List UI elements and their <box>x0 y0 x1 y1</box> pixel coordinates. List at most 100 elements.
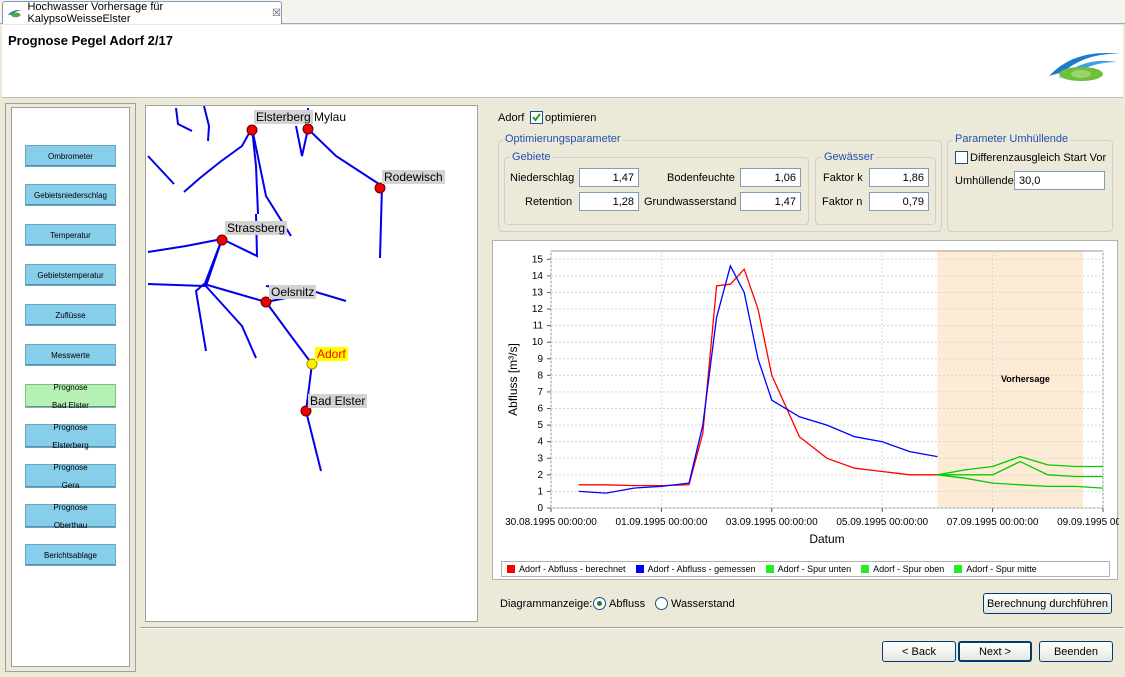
legend-item-4: Adorf - Spur mitte <box>954 564 1037 574</box>
retention-field[interactable] <box>579 192 639 211</box>
calculate-button[interactable]: Berechnung durchführen <box>983 593 1112 614</box>
forecast-label: Vorhersage <box>1001 374 1050 384</box>
faktor-n-field[interactable] <box>869 192 929 211</box>
y-tick-label: 9 <box>537 354 543 365</box>
finish-button[interactable]: Beenden <box>1039 641 1113 662</box>
abfluss-label: Abfluss <box>609 598 646 610</box>
abfluss-radio[interactable] <box>593 597 606 610</box>
workflow-step-temperatur[interactable]: Temperatur <box>25 224 116 246</box>
retention-label: Retention <box>525 196 573 208</box>
niederschlag-field[interactable] <box>579 168 639 187</box>
legend-label: Adorf - Spur unten <box>777 564 852 574</box>
y-tick-label: 6 <box>537 404 543 415</box>
x-tick-label: 09.09.1995 00:00:00 <box>1057 517 1119 528</box>
legend-label: Adorf - Abfluss - berechnet <box>519 564 626 574</box>
workflow-step-prognose-gera[interactable]: Prognose Gera <box>25 463 116 490</box>
legend-label: Adorf - Abfluss - gemessen <box>647 564 756 574</box>
workflow-step-berichtsablage[interactable]: Berichtsablage <box>25 544 116 566</box>
bodenfeuchte-label: Bodenfeuchte <box>667 172 735 184</box>
legend-item-3: Adorf - Spur oben <box>861 564 944 574</box>
series-line-3 <box>937 455 1103 476</box>
workflow-step-gebietstemperatur[interactable]: Gebietstemperatur <box>25 264 116 286</box>
y-tick-label: 2 <box>537 470 543 481</box>
y-tick-label: 3 <box>537 453 543 464</box>
y-tick-label: 5 <box>537 420 543 431</box>
display-label: Diagrammanzeige: <box>500 598 593 610</box>
faktor-k-field[interactable] <box>869 168 929 187</box>
optimize-checkbox[interactable] <box>530 111 543 124</box>
legend-swatch <box>954 565 963 573</box>
x-tick-label: 07.09.1995 00:00:00 <box>947 517 1039 528</box>
series-line-1 <box>578 264 938 494</box>
x-tick-label: 01.09.1995 00:00:00 <box>616 517 708 528</box>
y-tick-label: 15 <box>532 254 544 265</box>
series-line-4 <box>937 460 1103 478</box>
discharge-chart[interactable]: 0 1 2 3 4 5 6 7 8 9 10 11 12 13 14 15 30.08.1995 00:00:0… <box>492 240 1119 580</box>
envelope-title: Parameter Umhüllende <box>953 133 1071 145</box>
legend-swatch <box>861 565 870 573</box>
y-tick-label: 12 <box>532 304 544 315</box>
opt-params-group <box>498 140 942 232</box>
grundwasser-field[interactable] <box>740 192 801 211</box>
opt-params-title: Optimierungsparameter <box>503 133 623 145</box>
gauge-map[interactable]: Elsterberg Mylau Rodewisch Strassberg Oe… <box>145 105 478 622</box>
workflow-step-gebietsniederschlag[interactable]: Gebietsniederschlag <box>25 184 116 206</box>
workflow-step-zuflüsse[interactable]: Zuflüsse <box>25 304 116 326</box>
page-title: Prognose Pegel Adorf 2/17 <box>8 33 173 48</box>
diff-checkbox[interactable] <box>955 151 968 164</box>
wasserstand-radio[interactable] <box>655 597 668 610</box>
diff-label: Differenzausgleich Start Vor <box>970 152 1107 164</box>
y-tick-label: 7 <box>537 387 543 398</box>
gebiete-title: Gebiete <box>510 151 553 163</box>
faktor-n-label: Faktor n <box>822 196 863 208</box>
umhuellende-field[interactable] <box>1014 171 1105 190</box>
umhuellende-label: Umhüllende <box>955 175 1014 187</box>
y-tick-label: 11 <box>533 321 544 332</box>
optimize-label: optimieren <box>545 112 597 124</box>
gauge-label: Adorf <box>498 112 525 124</box>
kalypso-logo <box>1049 52 1121 81</box>
grundwasser-label: Grundwasserstand <box>644 196 737 208</box>
legend-item-2: Adorf - Spur unten <box>765 564 852 574</box>
close-tab-icon[interactable]: ☒ <box>272 7 281 19</box>
tab-title: Hochwasser Vorhersage für KalypsoWeisseE… <box>27 1 164 25</box>
back-button[interactable]: < Back <box>882 641 956 662</box>
x-tick-label: 30.08.1995 00:00:00 <box>505 517 597 528</box>
wasserstand-label: Wasserstand <box>671 598 735 610</box>
wizard-header <box>2 25 1123 98</box>
station-label-mylau[interactable]: Mylau <box>314 110 347 124</box>
workflow-step-prognose-bad-elster[interactable]: Prognose Bad Elster <box>25 383 116 410</box>
station-label-adorf[interactable]: Adorf <box>315 347 348 361</box>
station-label-oelsnitz[interactable]: Oelsnitz <box>269 285 317 299</box>
station-label-elsterberg[interactable]: Elsterberg <box>254 110 313 124</box>
app-icon <box>7 9 22 18</box>
y-tick-label: 4 <box>537 437 543 448</box>
gewaesser-title: Gewässer <box>822 151 876 163</box>
x-axis-label: Datum <box>809 532 844 546</box>
bodenfeuchte-field[interactable] <box>740 168 801 187</box>
workflow-step-prognose-elsterberg[interactable]: Prognose Elsterberg <box>25 423 116 450</box>
x-tick-label: 03.09.1995 00:00:00 <box>726 517 818 528</box>
station-label-rodewisch[interactable]: Rodewisch <box>382 170 445 184</box>
legend-item-0: Adorf - Abfluss - berechnet <box>507 564 626 574</box>
y-tick-label: 13 <box>532 287 544 298</box>
series-line-0 <box>578 267 938 487</box>
workflow-step-ombrometer[interactable]: Ombrometer <box>25 145 116 167</box>
station-label-strassberg[interactable]: Strassberg <box>225 221 288 235</box>
divider-highlight <box>140 628 1123 629</box>
legend-label: Adorf - Spur mitte <box>966 564 1037 574</box>
legend-swatch <box>765 565 774 573</box>
workflow-step-prognose-oberthau[interactable]: Prognose Oberthau <box>25 503 116 530</box>
tab-main[interactable]: Hochwasser Vorhersage für KalypsoWeisseE… <box>2 1 282 25</box>
legend-label: Adorf - Spur oben <box>873 564 945 574</box>
check-icon <box>532 113 541 122</box>
y-tick-label: 8 <box>537 370 543 381</box>
workflow-step-messwerte[interactable]: Messwerte <box>25 344 116 366</box>
next-button[interactable]: Next > <box>958 641 1032 662</box>
series-line-2 <box>937 474 1104 489</box>
faktor-k-label: Faktor k <box>823 172 863 184</box>
divider <box>140 627 1123 628</box>
station-label-bad-elster[interactable]: Bad Elster <box>308 394 368 408</box>
niederschlag-label: Niederschlag <box>510 172 575 184</box>
